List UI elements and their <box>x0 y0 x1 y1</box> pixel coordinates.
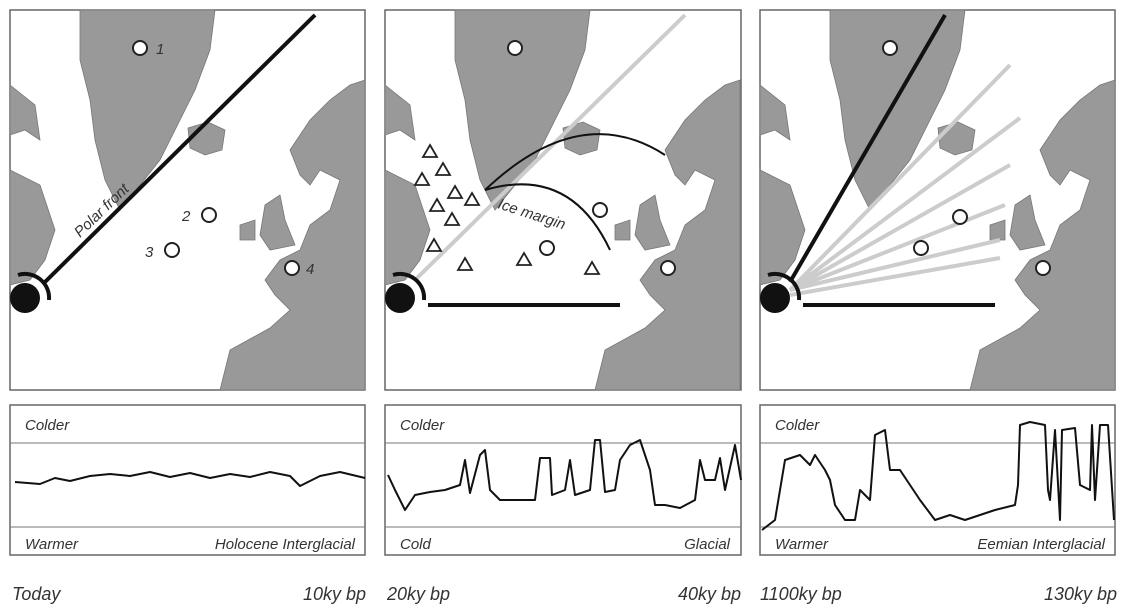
pole-marker <box>385 283 415 313</box>
time-end: 40ky bp <box>678 584 741 604</box>
site <box>539 240 555 256</box>
front-arc <box>392 271 427 301</box>
lower-right-label: Holocene Interglacial <box>215 536 356 553</box>
former-front-line <box>413 13 687 282</box>
time-end: 130ky bp <box>1044 584 1117 604</box>
record-frame <box>384 404 742 556</box>
site <box>952 209 968 225</box>
time-end: 10ky bp <box>303 584 366 604</box>
panel-today: Polar front 1 2 3 4 Colder Warmer Holoce… <box>9 9 366 604</box>
lower-right-label: Eemian Interglacial <box>977 536 1105 553</box>
site <box>1035 260 1051 276</box>
lower-left-label: Warmer <box>775 536 829 553</box>
front-arc <box>767 271 802 301</box>
pole-marker <box>10 283 40 313</box>
lower-left-label: Warmer <box>25 536 79 553</box>
site <box>882 40 898 56</box>
site-number: 1 <box>156 41 164 58</box>
panel-glacial: Ice margin Colder Cold Glacial 20ky bp 4… <box>384 9 742 604</box>
climate-curve <box>761 421 1115 531</box>
polar-front-line <box>43 13 317 284</box>
site <box>913 240 929 256</box>
ice-sites <box>413 143 601 275</box>
polar-front-line <box>788 13 947 284</box>
panel-eemian: Colder Warmer Eemian Interglacial 1100ky… <box>759 9 1117 604</box>
front-migration-rays <box>788 63 1022 297</box>
climate-curve <box>14 471 366 487</box>
front-arc <box>17 271 52 301</box>
site <box>201 207 217 223</box>
site-number: 2 <box>181 208 191 225</box>
site-number: 4 <box>306 261 314 278</box>
site <box>284 260 300 276</box>
site <box>660 260 676 276</box>
site <box>164 242 180 258</box>
site <box>132 40 148 56</box>
time-start: 20ky bp <box>386 584 450 604</box>
lower-right-label: Glacial <box>684 536 731 553</box>
site <box>592 202 608 218</box>
time-start: 1100ky bp <box>760 584 842 604</box>
climate-curve <box>387 439 742 511</box>
ice-margin-arc <box>484 133 666 191</box>
ice-margin-arc <box>484 183 611 251</box>
upper-label: Colder <box>400 417 445 434</box>
site-number: 3 <box>145 244 154 261</box>
upper-label: Colder <box>25 417 70 434</box>
site <box>507 40 523 56</box>
time-start: Today <box>12 584 61 604</box>
lower-left-label: Cold <box>400 536 432 553</box>
upper-label: Colder <box>775 417 820 434</box>
pole-marker <box>760 283 790 313</box>
